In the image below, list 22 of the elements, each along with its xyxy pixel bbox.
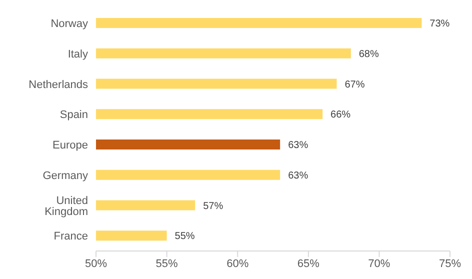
data-label: 68% [358,48,380,60]
data-label: 63% [288,140,308,152]
x-tick-label: 60% [226,258,249,270]
x-tick-label: 50% [84,258,108,270]
data-label: 67% [344,79,365,90]
y-tick-label: Netherlands [28,78,88,91]
data-label: 66% [330,110,351,121]
data-label: 57% [203,200,224,212]
y-tick-label: Europe [52,140,88,152]
y-tick-label: Italy [68,48,88,60]
y-tick-label: France [54,230,88,243]
data-label: 73% [430,18,450,30]
y-tick-label: Spain [60,109,88,122]
x-tick-label: 75% [438,258,462,270]
x-tick-label: 70% [368,258,390,270]
x-tick-label: 55% [156,258,178,270]
x-tick-label: 65% [297,258,320,270]
data-label: 63% [288,170,308,182]
y-tick-label: United Kingdom [44,194,88,218]
y-tick-label: Germany [42,170,88,182]
y-tick-label: Norway [50,18,88,30]
data-label: 55% [174,231,195,242]
